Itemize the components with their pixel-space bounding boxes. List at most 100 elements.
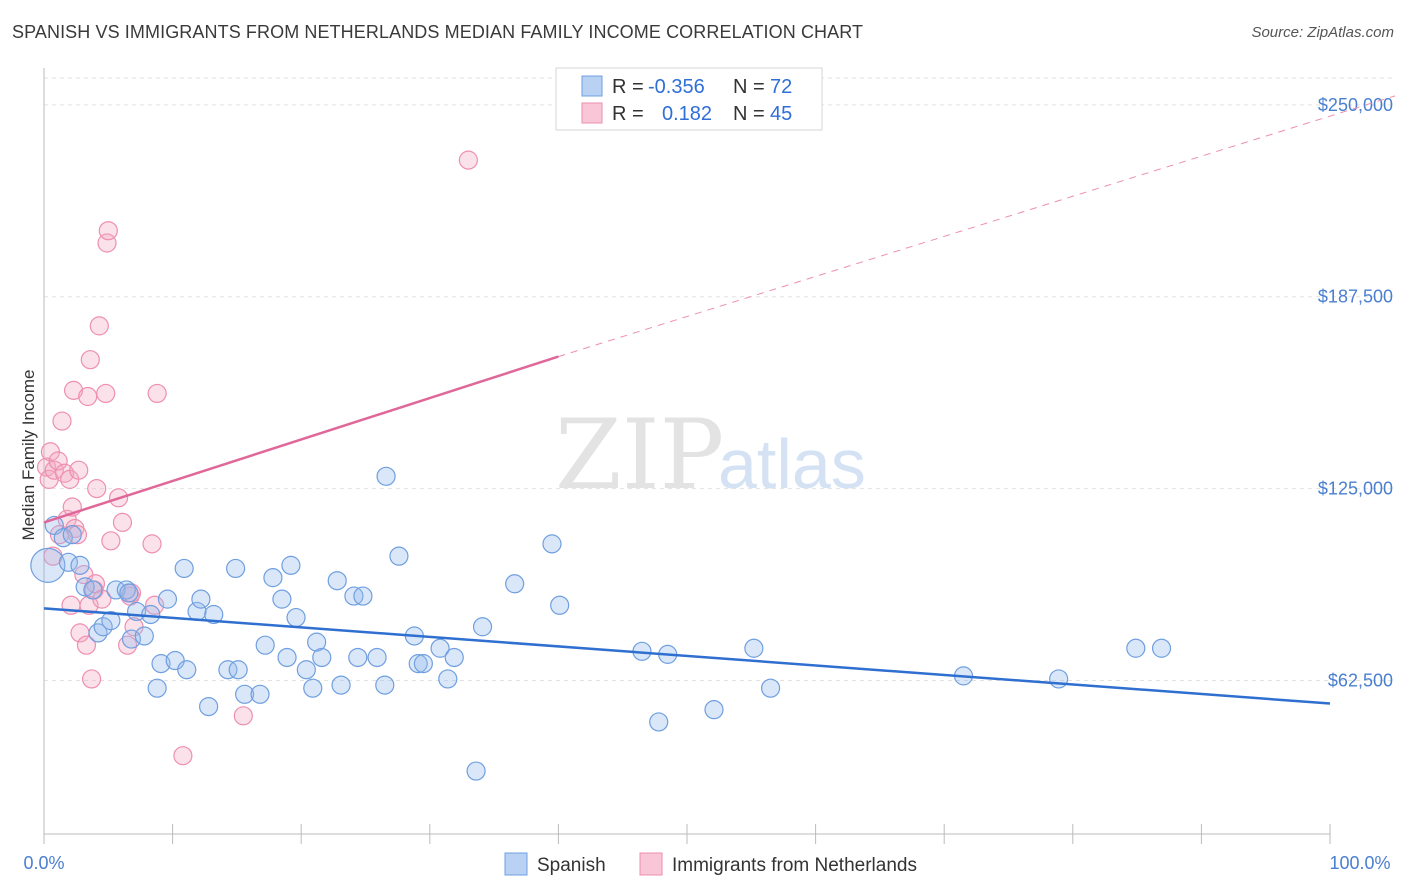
point-spanish-22 — [174, 558, 194, 579]
point-immigrants-42 — [173, 746, 193, 766]
point-spanish-8 — [88, 623, 108, 643]
point-spanish-43 — [327, 571, 347, 591]
point-spanish-49 — [375, 675, 395, 695]
stats-legend: R = -0.356 N = 72 R = 0.182 N = 45 — [555, 67, 823, 131]
point-spanish-53 — [408, 654, 428, 674]
point-spanish-20 — [157, 589, 178, 609]
point-immigrants-27 — [89, 316, 109, 336]
point-spanish-62 — [550, 595, 570, 615]
point-immigrants-20 — [78, 386, 98, 407]
point-immigrants-16 — [69, 460, 89, 480]
point-spanish-42 — [312, 647, 332, 668]
y-tick-labels: $62,500 $125,000 $187,500 $250,000 — [1318, 95, 1393, 691]
trend-line-immigrants — [43, 355, 559, 524]
chart-title: SPANISH VS IMMIGRANTS FROM NETHERLANDS M… — [12, 22, 864, 42]
point-spanish-12 — [116, 580, 136, 600]
point-spanish-71 — [1126, 638, 1146, 658]
point-spanish-28 — [218, 660, 238, 680]
series-spanish-points — [30, 466, 1172, 781]
point-spanish-9 — [93, 617, 113, 637]
bottom-legend-swatch-spanish — [504, 852, 528, 876]
point-immigrants-22 — [80, 350, 100, 370]
point-spanish-7 — [83, 580, 103, 600]
y-tick-label-0: $62,500 — [1328, 670, 1393, 690]
point-spanish-13 — [119, 583, 139, 603]
point-spanish-64 — [649, 712, 669, 732]
point-spanish-25 — [191, 589, 211, 609]
legend-r-value-immigrants: 0.182 — [662, 103, 712, 125]
point-spanish-39 — [296, 660, 316, 680]
trend-line-immigrants-extension — [558, 95, 1396, 358]
x-tick-label-max: 100.0% — [1329, 853, 1390, 873]
point-immigrants-41 — [147, 383, 167, 404]
point-spanish-26 — [199, 696, 219, 717]
grid-lines — [44, 77, 1395, 681]
point-immigrants-5 — [48, 451, 68, 471]
point-spanish-36 — [277, 647, 297, 668]
point-immigrants-0 — [36, 457, 57, 477]
series-immigrants-points — [36, 150, 478, 766]
point-immigrants-30 — [97, 233, 117, 253]
point-spanish-57 — [444, 647, 464, 668]
legend-r-label-immigrants: R = — [612, 103, 644, 125]
point-spanish-38 — [286, 607, 306, 628]
point-spanish-3 — [58, 552, 79, 572]
series-legend: Spanish Immigrants from Netherlands — [504, 852, 917, 876]
point-immigrants-23 — [81, 669, 102, 689]
point-spanish-55 — [430, 638, 450, 658]
point-immigrants-29 — [96, 383, 116, 404]
legend-n-value-immigrants: 45 — [770, 103, 792, 125]
point-immigrants-19 — [76, 635, 97, 655]
point-spanish-46 — [348, 647, 368, 668]
trend-lines — [43, 95, 1396, 705]
point-spanish-27 — [204, 604, 224, 625]
point-immigrants-44 — [458, 150, 478, 170]
point-spanish-72 — [1151, 638, 1172, 658]
point-immigrants-43 — [233, 706, 253, 726]
source-credit: Source: ZipAtlas.com — [1251, 24, 1394, 41]
point-spanish-44 — [331, 675, 351, 695]
point-spanish-5 — [70, 555, 90, 575]
point-immigrants-13 — [63, 380, 84, 400]
point-immigrants-26 — [87, 479, 107, 499]
point-spanish-33 — [255, 635, 275, 655]
legend-n-label-immigrants: N = — [733, 103, 765, 125]
legend-swatch-spanish — [581, 75, 603, 97]
point-spanish-23 — [177, 660, 197, 680]
point-spanish-17 — [141, 604, 161, 625]
point-spanish-34 — [263, 568, 283, 588]
y-axis-title: Median Family Income — [19, 369, 38, 540]
point-spanish-48 — [367, 647, 387, 668]
point-spanish-16 — [134, 626, 154, 646]
point-spanish-58 — [466, 761, 486, 781]
point-spanish-32 — [250, 684, 270, 704]
legend-swatch-immigrants — [581, 102, 603, 124]
point-spanish-67 — [744, 638, 764, 658]
point-spanish-54 — [413, 654, 433, 674]
bottom-legend-label-spanish: Spanish — [537, 855, 606, 876]
point-spanish-68 — [760, 678, 781, 698]
legend-r-label-spanish: R = — [612, 76, 644, 98]
point-immigrants-31 — [98, 221, 118, 241]
point-spanish-4 — [62, 525, 82, 545]
legend-r-value-spanish: -0.356 — [648, 76, 705, 98]
point-spanish-70 — [1049, 669, 1069, 689]
point-spanish-19 — [151, 654, 171, 674]
point-immigrants-8 — [54, 463, 75, 483]
watermark-atlas: atlas — [718, 425, 866, 503]
point-spanish-40 — [303, 678, 323, 698]
point-spanish-37 — [281, 555, 301, 575]
bottom-legend-label-immigrants: Immigrants from Netherlands — [672, 855, 917, 876]
point-spanish-0 — [30, 547, 66, 583]
y-tick-label-3: $250,000 — [1318, 95, 1393, 115]
bottom-legend-swatch-immigrants — [639, 852, 663, 876]
trend-line-spanish — [43, 607, 1331, 705]
point-spanish-66 — [704, 700, 724, 720]
point-spanish-35 — [272, 589, 292, 609]
point-spanish-56 — [438, 669, 458, 689]
x-tick-label-min: 0.0% — [23, 853, 64, 873]
point-spanish-29 — [226, 558, 246, 579]
point-spanish-41 — [307, 632, 327, 652]
point-spanish-6 — [75, 577, 95, 597]
